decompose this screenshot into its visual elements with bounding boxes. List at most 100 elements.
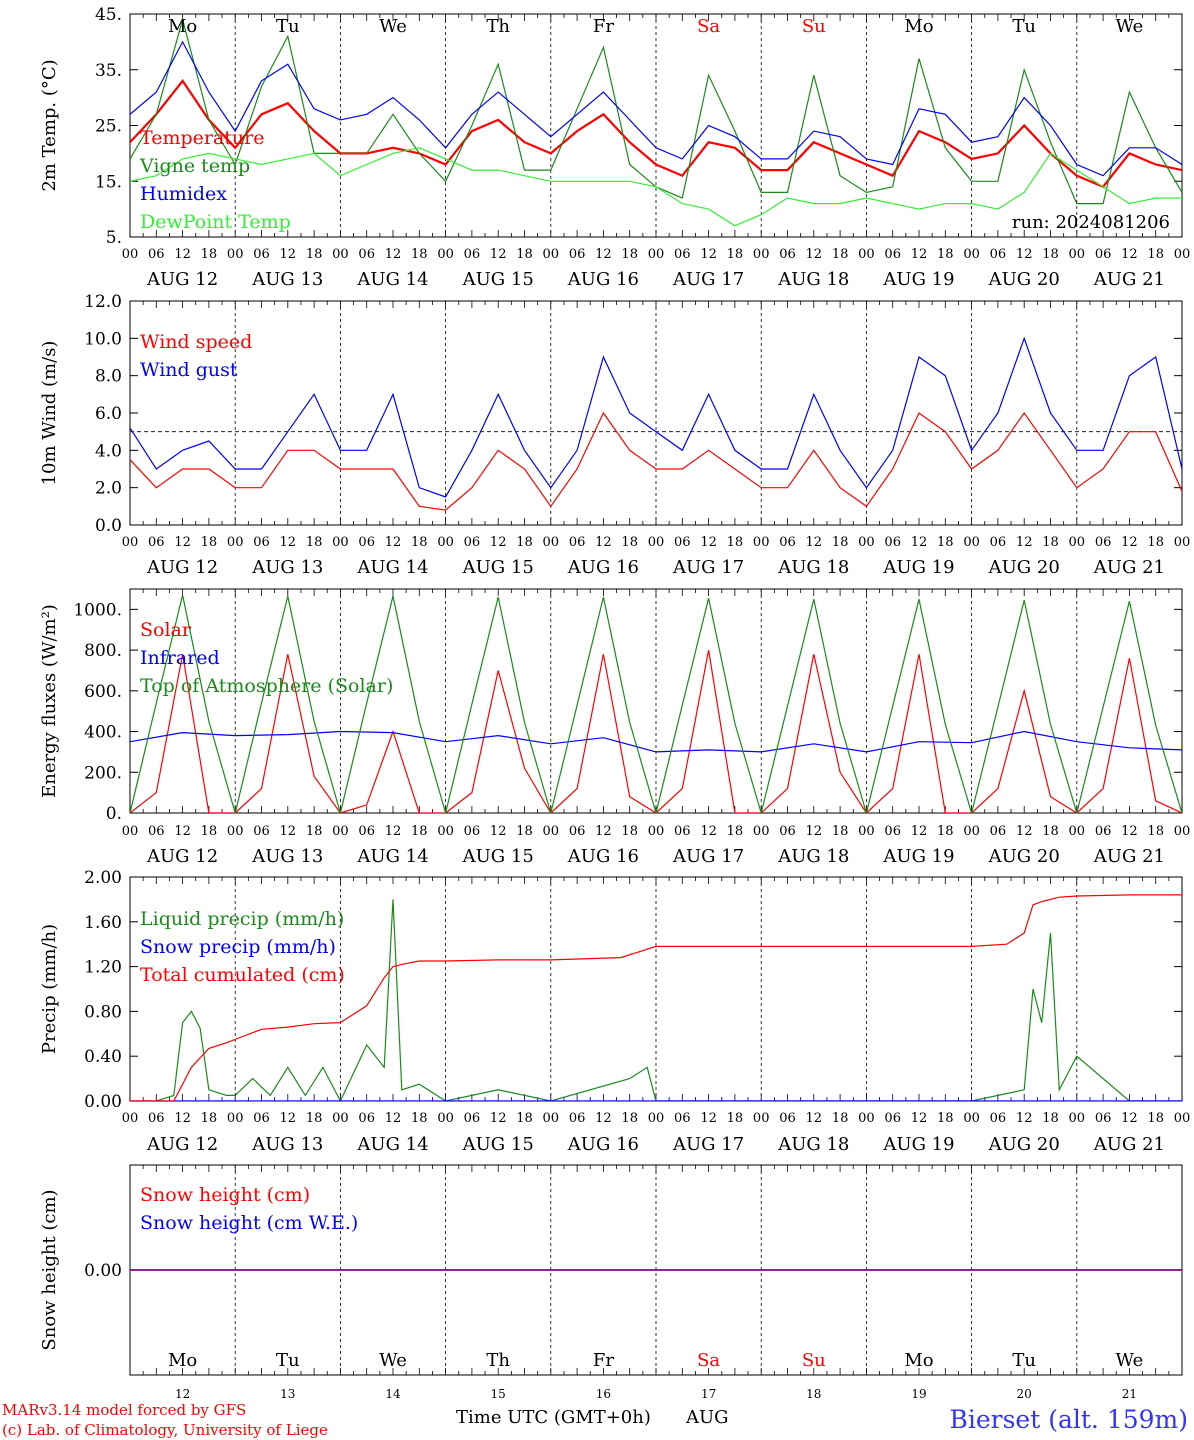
x-date-label: AUG 19	[882, 557, 954, 578]
run-label: run: 2024081206	[1012, 212, 1170, 233]
x-hour-label: 12	[700, 247, 717, 262]
x-date-label: AUG 12	[146, 846, 218, 867]
x-hour-label: 12	[1016, 535, 1033, 550]
x-axis-month: AUG	[685, 1407, 729, 1428]
x-date-label: AUG 20	[988, 1134, 1060, 1155]
x-hour-label: 06	[674, 1111, 691, 1126]
day-number-label: 12	[175, 1387, 190, 1401]
x-date-label: AUG 14	[356, 846, 428, 867]
y-tick-label: 600.	[84, 682, 122, 702]
x-hour-label: 00	[332, 247, 349, 262]
x-date-label: AUG 15	[462, 269, 534, 290]
y-tick-label: 10.0	[84, 329, 122, 349]
x-hour-label: 06	[990, 1111, 1007, 1126]
x-axis-label: Time UTC (GMT+0h)	[456, 1407, 651, 1428]
x-hour-label: 06	[884, 1111, 901, 1126]
series-line-total-cumulated-cm-	[130, 894, 1182, 1101]
x-hour-label: 12	[280, 535, 297, 550]
x-hour-label: 18	[306, 824, 323, 839]
x-hour-label: 12	[385, 1111, 402, 1126]
day-number-label: 19	[911, 1387, 926, 1401]
x-date-label: AUG 15	[462, 557, 534, 578]
x-hour-label: 06	[569, 535, 586, 550]
x-hour-label: 06	[464, 247, 481, 262]
x-hour-label: 12	[174, 247, 191, 262]
x-hour-label: 00	[1069, 247, 1086, 262]
x-date-label: AUG 14	[356, 557, 428, 578]
x-hour-label: 12	[174, 1111, 191, 1126]
y-axis-label: 2m Temp. (°C)	[39, 59, 60, 191]
x-hour-label: 12	[595, 247, 612, 262]
day-number-label: 17	[701, 1387, 716, 1401]
x-hour-label: 00	[543, 824, 560, 839]
x-hour-label: 06	[1095, 535, 1112, 550]
x-hour-label: 00	[648, 535, 665, 550]
x-date-label: AUG 14	[356, 1134, 428, 1155]
y-axis-label: Precip (mm/h)	[39, 924, 60, 1054]
x-hour-label: 12	[490, 824, 507, 839]
x-hour-label: 00	[1174, 1111, 1191, 1126]
y-tick-label: 5.	[106, 228, 122, 248]
series-line-infrared	[130, 730, 1182, 753]
x-hour-label: 00	[227, 247, 244, 262]
x-hour-label: 00	[543, 1111, 560, 1126]
x-hour-label: 06	[884, 824, 901, 839]
x-hour-label: 06	[358, 247, 375, 262]
x-hour-label: 06	[464, 535, 481, 550]
x-hour-label: 12	[1016, 1111, 1033, 1126]
x-hour-label: 18	[411, 247, 428, 262]
x-hour-label: 18	[937, 247, 954, 262]
x-hour-label: 12	[806, 1111, 823, 1126]
x-hour-label: 18	[727, 535, 744, 550]
x-hour-label: 06	[674, 824, 691, 839]
x-hour-label: 18	[937, 1111, 954, 1126]
x-date-label: AUG 12	[146, 269, 218, 290]
y-tick-label: 35.	[95, 61, 122, 81]
x-hour-label: 00	[1069, 1111, 1086, 1126]
x-hour-label: 00	[437, 1111, 454, 1126]
x-hour-label: 06	[569, 1111, 586, 1126]
x-hour-label: 18	[411, 1111, 428, 1126]
y-tick-label: 4.0	[95, 441, 122, 461]
x-hour-label: 12	[595, 824, 612, 839]
weekday-label: Sa	[697, 1350, 720, 1371]
y-tick-label: 15.	[95, 172, 122, 192]
legend-entry: Snow precip (mm/h)	[140, 936, 336, 958]
weekday-label: Su	[802, 16, 826, 37]
series-line-top-of-atmosphere-solar-	[130, 594, 1182, 813]
x-hour-label: 06	[358, 535, 375, 550]
x-hour-label: 06	[1095, 824, 1112, 839]
x-hour-label: 12	[490, 1111, 507, 1126]
x-hour-label: 18	[1147, 1111, 1164, 1126]
y-axis-label: 10m Wind (m/s)	[39, 341, 60, 486]
x-hour-label: 12	[174, 535, 191, 550]
legend-entry: Temperature	[140, 127, 264, 149]
y-tick-label: 12.0	[84, 292, 122, 312]
x-hour-label: 00	[437, 824, 454, 839]
series-line-dewpoint-temp	[130, 147, 1182, 227]
x-date-label: AUG 20	[988, 269, 1060, 290]
x-hour-label: 18	[832, 824, 849, 839]
series-line-wind-speed	[130, 411, 1182, 511]
x-date-label: AUG 18	[777, 1134, 849, 1155]
legend-entry: Top of Atmosphere (Solar)	[140, 675, 393, 697]
legend-entry: DewPoint Temp	[140, 211, 291, 233]
x-hour-label: 06	[148, 824, 165, 839]
panel-frame	[129, 588, 1183, 814]
x-hour-label: 00	[122, 824, 139, 839]
x-date-label: AUG 17	[672, 1134, 744, 1155]
x-hour-label: 00	[332, 824, 349, 839]
x-date-label: AUG 12	[146, 1134, 218, 1155]
y-tick-label: 0.40	[84, 1047, 122, 1067]
x-hour-label: 18	[1147, 247, 1164, 262]
x-hour-label: 00	[753, 247, 770, 262]
x-hour-label: 06	[990, 247, 1007, 262]
weekday-label: We	[1116, 16, 1144, 37]
y-tick-label: 6.0	[95, 404, 122, 424]
x-hour-label: 12	[1121, 535, 1138, 550]
x-hour-label: 12	[280, 1111, 297, 1126]
x-hour-label: 06	[148, 247, 165, 262]
x-hour-label: 18	[201, 824, 218, 839]
x-hour-label: 18	[306, 247, 323, 262]
